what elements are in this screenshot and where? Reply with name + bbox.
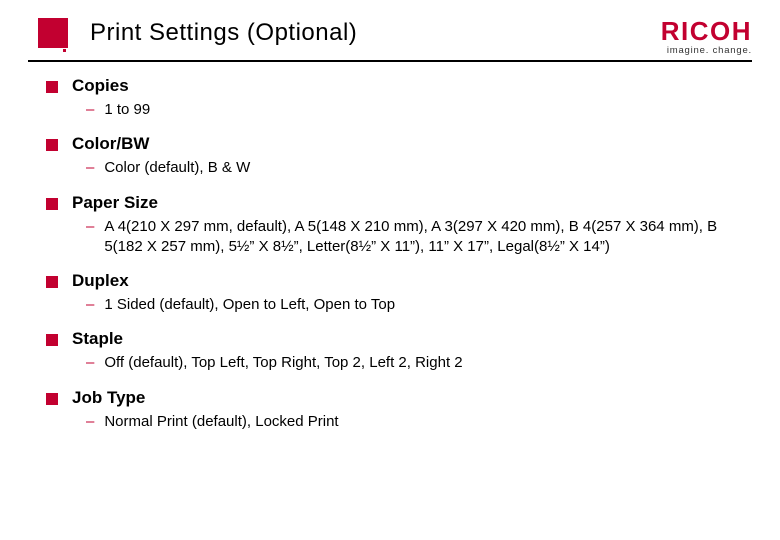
- setting-label: Job Type: [72, 388, 145, 408]
- setting-detail: 1 to 99: [104, 100, 150, 120]
- setting-item-staple: Staple – Off (default), Top Left, Top Ri…: [46, 329, 750, 373]
- settings-list: Copies – 1 to 99 Color/BW – Color (defau…: [0, 62, 780, 432]
- setting-label: Staple: [72, 329, 123, 349]
- setting-detail: Off (default), Top Left, Top Right, Top …: [104, 353, 462, 373]
- dash-bullet-icon: –: [86, 217, 94, 237]
- setting-detail: Normal Print (default), Locked Print: [104, 412, 338, 432]
- dash-bullet-icon: –: [86, 295, 94, 315]
- logo-tagline: imagine. change.: [661, 45, 752, 56]
- setting-detail: Color (default), B & W: [104, 158, 250, 178]
- setting-label: Color/BW: [72, 134, 149, 154]
- setting-label: Duplex: [72, 271, 129, 291]
- setting-detail: 1 Sided (default), Open to Left, Open to…: [104, 295, 395, 315]
- setting-item-color-bw: Color/BW – Color (default), B & W: [46, 134, 750, 178]
- square-bullet-icon: [46, 393, 58, 405]
- setting-label: Paper Size: [72, 193, 158, 213]
- setting-detail: A 4(210 X 297 mm, default), A 5(148 X 21…: [104, 217, 750, 258]
- title-bullet-icon: [38, 18, 68, 48]
- square-bullet-icon: [46, 334, 58, 346]
- setting-item-copies: Copies – 1 to 99: [46, 76, 750, 120]
- dash-bullet-icon: –: [86, 412, 94, 432]
- setting-label: Copies: [72, 76, 129, 96]
- square-bullet-icon: [46, 276, 58, 288]
- setting-item-paper-size: Paper Size – A 4(210 X 297 mm, default),…: [46, 193, 750, 258]
- page-title: Print Settings (Optional): [90, 19, 357, 47]
- square-bullet-icon: [46, 139, 58, 151]
- logo-text: RICOH: [661, 18, 752, 44]
- dash-bullet-icon: –: [86, 158, 94, 178]
- square-bullet-icon: [46, 198, 58, 210]
- setting-item-duplex: Duplex – 1 Sided (default), Open to Left…: [46, 271, 750, 315]
- square-bullet-icon: [46, 81, 58, 93]
- slide-header: Print Settings (Optional) RICOH imagine.…: [0, 0, 780, 48]
- brand-logo: RICOH imagine. change.: [661, 18, 752, 56]
- setting-item-job-type: Job Type – Normal Print (default), Locke…: [46, 388, 750, 432]
- dash-bullet-icon: –: [86, 353, 94, 373]
- dash-bullet-icon: –: [86, 100, 94, 120]
